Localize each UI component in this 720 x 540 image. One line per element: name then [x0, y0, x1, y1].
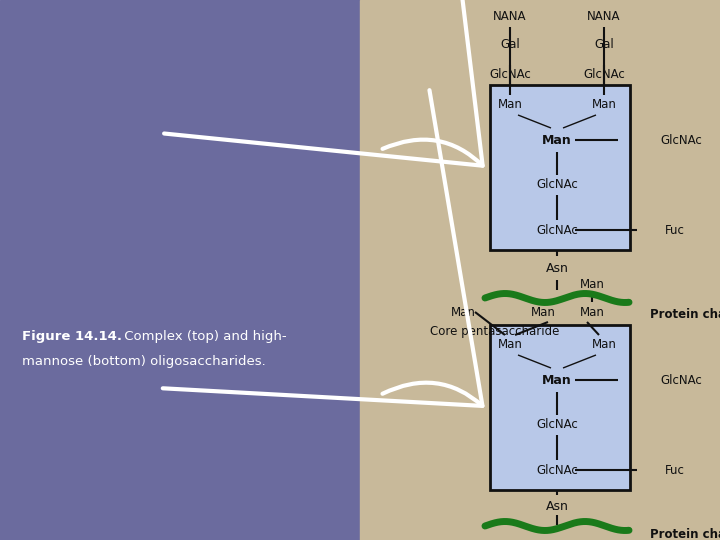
Text: GlcNAc: GlcNAc	[660, 133, 702, 146]
Bar	[490, 85, 630, 250]
Bar	[0, 0, 360, 540]
Text: GlcNAc: GlcNAc	[583, 69, 625, 82]
Text: Man: Man	[498, 98, 523, 111]
Text: Man: Man	[580, 306, 604, 319]
Text: GlcNAc: GlcNAc	[536, 224, 578, 237]
Text: Man: Man	[531, 306, 555, 319]
Text: Asn: Asn	[546, 501, 568, 514]
Text: NANA: NANA	[493, 10, 527, 24]
Text: Man: Man	[542, 133, 572, 146]
Text: GlcNAc: GlcNAc	[536, 463, 578, 476]
Bar	[490, 325, 630, 490]
Text: Complex (top) and high-: Complex (top) and high-	[120, 330, 287, 343]
Text: Protein chain: Protein chain	[650, 529, 720, 540]
Text: Fuc: Fuc	[665, 463, 685, 476]
Text: Figure 14.14.: Figure 14.14.	[22, 330, 122, 343]
Text: Fuc: Fuc	[665, 224, 685, 237]
FancyArrowPatch shape	[163, 90, 482, 406]
Text: Core pentasaccharide: Core pentasaccharide	[430, 326, 559, 339]
Bar	[360, 0, 720, 540]
Text: Man: Man	[592, 98, 616, 111]
Text: Gal: Gal	[500, 38, 520, 51]
Text: Man: Man	[542, 374, 572, 387]
FancyArrowPatch shape	[164, 0, 482, 166]
Text: Man: Man	[592, 339, 616, 352]
Text: Man: Man	[498, 339, 523, 352]
Text: Protein chain: Protein chain	[650, 308, 720, 321]
Text: Man: Man	[451, 306, 475, 319]
Text: GlcNAc: GlcNAc	[536, 418, 578, 431]
Text: NANA: NANA	[588, 10, 621, 24]
Text: Gal: Gal	[594, 38, 614, 51]
Text: Man: Man	[580, 279, 604, 292]
Text: GlcNAc: GlcNAc	[536, 179, 578, 192]
Text: GlcNAc: GlcNAc	[489, 69, 531, 82]
Text: GlcNAc: GlcNAc	[660, 374, 702, 387]
Text: Asn: Asn	[546, 261, 568, 274]
Text: mannose (bottom) oligosaccharides.: mannose (bottom) oligosaccharides.	[22, 355, 266, 368]
